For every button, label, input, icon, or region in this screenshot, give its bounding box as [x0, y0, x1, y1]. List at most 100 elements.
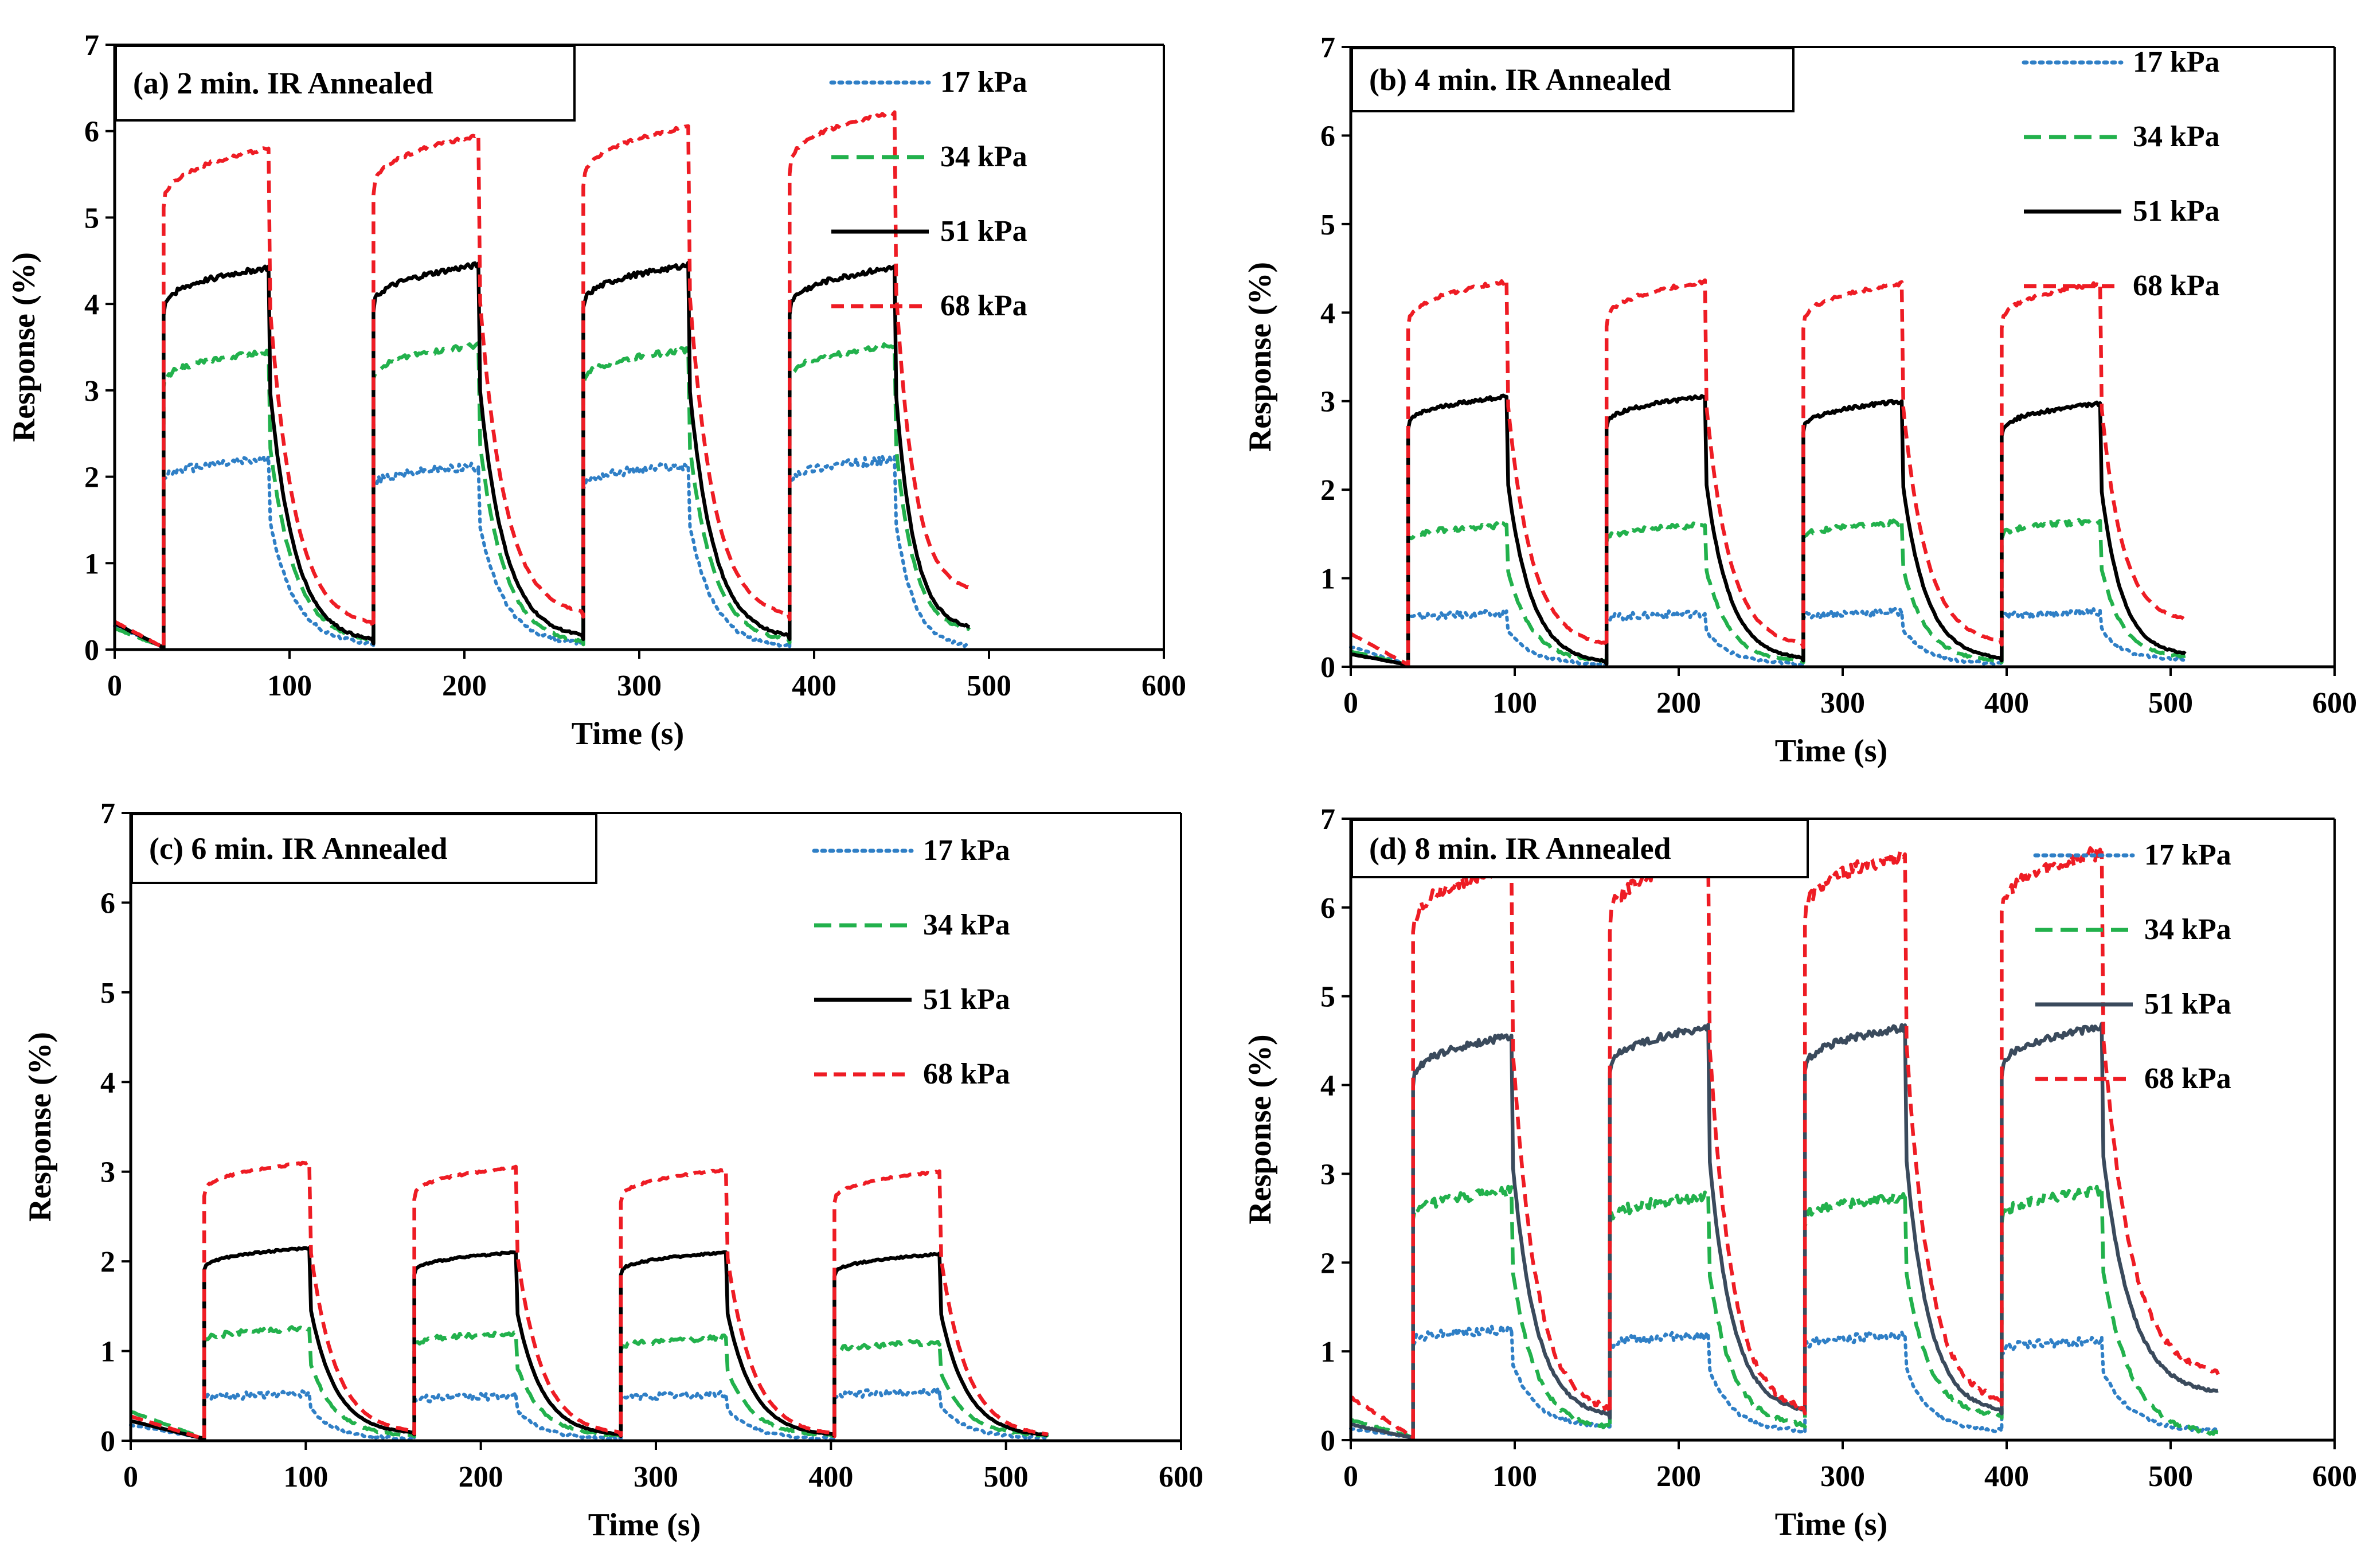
legend-entry-label: 68 kPa	[923, 1058, 1010, 1090]
series-line-51kpa	[1350, 1022, 2219, 1441]
series-line-34kpa	[1350, 1184, 2219, 1441]
legend-entry-label: 17 kPa	[923, 834, 1010, 867]
x-tick-label: 400	[1984, 687, 2029, 720]
panel-title: (a) 2 min. IR Annealed	[133, 66, 433, 100]
y-tick-label: 0	[100, 1425, 115, 1458]
series-line-17kpa	[129, 1387, 1050, 1441]
panel-title-box	[1351, 47, 1795, 112]
y-tick-label: 2	[100, 1246, 115, 1278]
legend-entry-label: 51 kPa	[923, 983, 1010, 1016]
y-tick-label: 7	[1320, 32, 1335, 64]
x-tick-label: 300	[1820, 1460, 1865, 1493]
x-tick-label: 300	[634, 1461, 678, 1493]
x-axis-title: Time (s)	[588, 1507, 701, 1543]
x-tick-label: 500	[984, 1461, 1029, 1493]
legend-entry-label: 68 kPa	[940, 290, 1027, 322]
series-line-17kpa	[113, 454, 972, 650]
y-tick-label: 1	[1320, 563, 1335, 596]
x-tick-label: 600	[1141, 670, 1186, 702]
y-tick-label: 6	[100, 887, 115, 920]
y-axis-title: Response (%)	[22, 1032, 58, 1222]
plot-area	[1351, 47, 2335, 667]
y-tick-label: 5	[100, 977, 115, 1010]
chart-panel-4: 0 1 2 3 4 5 6 7 0 100 200 300 400 500 600 Time (s) Respo…	[1242, 803, 2357, 1542]
y-tick-label: 0	[1320, 1425, 1335, 1457]
series-line-68kpa	[130, 1160, 1049, 1441]
y-tick-label: 3	[1320, 386, 1335, 419]
x-tick-label: 500	[967, 670, 1011, 702]
series-line-51kpa	[114, 260, 970, 650]
chart-panel-2: 0 1 2 3 4 5 6 7 0 100 200 300 400 500 600 Time (s) Respo…	[1242, 32, 2357, 769]
series-line-68kpa	[1350, 278, 2186, 667]
y-tick-label: 5	[1320, 981, 1335, 1014]
y-tick-label: 6	[84, 116, 99, 148]
panel-title-box	[1351, 819, 1809, 878]
legend-entry-label: 17 kPa	[940, 66, 1027, 99]
y-axis-title: Response (%)	[1242, 262, 1278, 452]
y-tick-label: 1	[1320, 1336, 1335, 1368]
legend-entry-label: 34 kPa	[940, 140, 1027, 173]
y-axis-title: Response (%)	[6, 252, 42, 442]
series-line-51kpa	[1350, 393, 2187, 667]
x-tick-label: 500	[2148, 1460, 2193, 1493]
x-tick-label: 600	[1159, 1461, 1203, 1493]
y-tick-label: 4	[1320, 1070, 1335, 1102]
x-tick-label: 400	[1984, 1460, 2029, 1493]
plot-area	[131, 813, 1181, 1441]
series-line-34kpa	[114, 341, 971, 650]
x-tick-label: 600	[2312, 1460, 2357, 1493]
y-tick-label: 0	[1320, 651, 1335, 684]
panel-title: (d) 8 min. IR Annealed	[1369, 831, 1671, 866]
y-tick-label: 7	[84, 29, 99, 62]
panel-title: (b) 4 min. IR Annealed	[1369, 62, 1671, 97]
y-tick-label: 3	[1320, 1158, 1335, 1191]
x-tick-label: 500	[2148, 687, 2193, 720]
x-tick-label: 300	[617, 670, 662, 702]
y-tick-label: 1	[84, 548, 99, 580]
series-line-17kpa	[1349, 1323, 2220, 1440]
y-tick-label: 1	[100, 1336, 115, 1368]
y-tick-label: 7	[1320, 803, 1335, 836]
y-tick-label: 6	[1320, 120, 1335, 153]
x-tick-label: 100	[1492, 687, 1537, 720]
x-tick-label: 400	[792, 670, 836, 702]
y-tick-label: 6	[1320, 892, 1335, 925]
y-tick-label: 2	[1320, 474, 1335, 507]
series-line-34kpa	[130, 1324, 1050, 1441]
y-tick-label: 3	[100, 1156, 115, 1189]
legend-entry-label: 51 kPa	[2133, 195, 2220, 228]
x-tick-label: 100	[1492, 1460, 1537, 1493]
legend-entry-label: 68 kPa	[2133, 269, 2220, 302]
legend-entry-label: 17 kPa	[2144, 839, 2231, 871]
y-tick-label: 0	[84, 634, 99, 667]
x-tick-label: 300	[1820, 687, 1865, 720]
chart-panel-1: 0 1 2 3 4 5 6 7 0 100 200 300 400 500 600 Time (s) Respo…	[6, 29, 1186, 752]
x-tick-label: 200	[459, 1461, 503, 1493]
legend-entry-label: 34 kPa	[2133, 120, 2220, 153]
series-line-68kpa	[114, 110, 971, 650]
x-tick-label: 200	[1656, 687, 1701, 720]
y-axis-title: Response (%)	[1242, 1034, 1278, 1224]
x-tick-label: 600	[2312, 687, 2357, 720]
legend-entry-label: 51 kPa	[2144, 988, 2231, 1020]
x-tick-label: 0	[1343, 1460, 1358, 1493]
legend-entry-label: 51 kPa	[940, 215, 1027, 248]
x-axis-title: Time (s)	[1775, 1507, 1888, 1542]
y-tick-label: 3	[84, 375, 99, 408]
plot-area	[1351, 819, 2335, 1440]
y-tick-label: 5	[1320, 209, 1335, 241]
x-tick-label: 100	[267, 670, 312, 702]
legend-entry-label: 34 kPa	[2144, 913, 2231, 946]
legend-entry-label: 17 kPa	[2133, 46, 2220, 79]
y-tick-label: 2	[1320, 1247, 1335, 1280]
series-line-17kpa	[1349, 607, 2187, 667]
legend-entry-label: 34 kPa	[923, 909, 1010, 941]
x-tick-label: 200	[1656, 1460, 1701, 1493]
legend-entry-label: 68 kPa	[2144, 1062, 2231, 1095]
x-axis-title: Time (s)	[1775, 733, 1888, 769]
chart-panel-3: 0 1 2 3 4 5 6 7 0 100 200 300 400 500 600 Time (s) Respo…	[22, 797, 1203, 1543]
series-line-34kpa	[1350, 518, 2186, 667]
x-tick-label: 200	[442, 670, 487, 702]
panel-title: (c) 6 min. IR Annealed	[149, 831, 448, 866]
